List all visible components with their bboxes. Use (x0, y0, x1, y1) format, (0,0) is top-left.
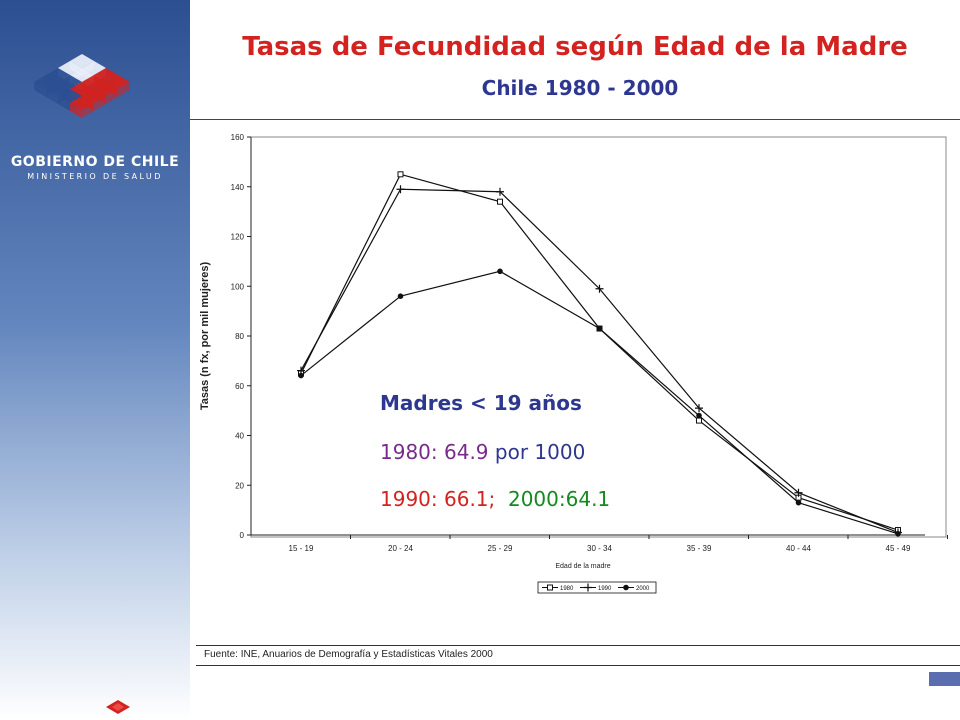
point-marker-plus (396, 185, 405, 194)
source-footer: Fuente: INE, Anuarios de Demografía y Es… (196, 645, 960, 666)
y-tick-label: 0 (240, 531, 245, 540)
y-axis-label: Tasas (n fx, por mil mujeres) (199, 261, 211, 410)
x-tick-label: 20 - 24 (388, 544, 413, 553)
x-tick-label: 35 - 39 (687, 544, 712, 553)
government-name: GOBIERNO DE CHILE (10, 154, 180, 170)
annotation-1980-unit: por 1000 (488, 440, 586, 464)
small-logo-icon (106, 700, 130, 714)
point-marker-plus (496, 187, 504, 196)
x-axis-ticks: 15 - 19 20 - 24 25 - 29 30 - 34 35 - 39 40 - … (289, 535, 948, 553)
y-axis-ticks: 0 20 40 60 80 100 120 140 160 (231, 133, 251, 540)
point-marker-dot (895, 530, 901, 537)
brand-sidebar: GOBIERNO DE CHILE MINISTERIO DE SALUD (0, 0, 190, 720)
series-line-1990 (300, 188, 899, 534)
annotation-1980-value: 1980: 64.9 (380, 440, 489, 464)
ministry-name: MINISTERIO DE SALUD (27, 172, 163, 181)
fertility-line-chart: 0 20 40 60 80 100 120 140 160 15 - 19 20 - 24 25 -… (199, 133, 948, 594)
x-tick-label: 30 - 34 (587, 544, 612, 553)
y-tick-label: 60 (235, 382, 244, 391)
gobierno-logo-icon (34, 54, 130, 118)
point-marker-square (497, 198, 503, 205)
x-axis-label: Edad de la madre (555, 563, 610, 570)
annotation-1990-value: 1990: 66.1; (380, 487, 496, 511)
chart-legend: 1980 1990 2000 (537, 581, 657, 594)
series-1990 (297, 185, 902, 537)
annotation-line-1990-2000: 1990: 66.1; 2000:64.1 (380, 487, 610, 511)
point-marker-dot (497, 268, 503, 275)
slide-subtitle: Chile 1980 - 2000 (481, 76, 679, 100)
page-tab (929, 672, 960, 686)
point-marker-plus (695, 404, 703, 413)
y-tick-label: 160 (231, 133, 245, 142)
legend-entry: 1980 (560, 586, 574, 592)
y-tick-label: 140 (231, 183, 245, 192)
logo-cube (70, 96, 94, 118)
series-line-1980 (300, 173, 899, 531)
series-1980 (298, 171, 901, 534)
legend-box (537, 581, 657, 594)
y-tick-label: 40 (235, 432, 244, 441)
point-marker-plus (584, 583, 592, 592)
legend-entry: 2000 (636, 586, 650, 592)
point-marker-dot (795, 499, 802, 506)
title-divider (190, 119, 960, 120)
annotation-2000-value: 2000:64.1 (507, 487, 611, 511)
point-marker-square (547, 584, 553, 591)
point-marker-dot (623, 584, 629, 591)
slide-title: Tasas de Fecundidad según Edad de la Mad… (242, 32, 908, 62)
logo-cube (94, 82, 118, 104)
x-tick-label: 45 - 49 (886, 544, 911, 553)
plot-frame (250, 136, 947, 538)
source-text: Fuente: INE, Anuarios de Demografía y Es… (204, 649, 493, 660)
series-2000 (298, 268, 901, 537)
legend-entry: 1990 (598, 586, 612, 592)
y-tick-label: 100 (231, 282, 245, 291)
x-tick-label: 15 - 19 (289, 544, 314, 553)
point-marker-square (397, 171, 404, 178)
annotation-line-1980: 1980: 64.9 por 1000 (380, 440, 585, 464)
y-tick-label: 80 (235, 332, 244, 341)
y-tick-label: 120 (231, 233, 245, 242)
point-marker-dot (696, 412, 702, 419)
x-tick-label: 25 - 29 (488, 544, 513, 553)
annotation-heading: Madres < 19 años (380, 391, 582, 415)
point-marker-dot (397, 293, 404, 299)
y-tick-label: 20 (235, 481, 244, 490)
point-marker-dot (298, 372, 304, 379)
point-marker-dot (596, 325, 603, 332)
point-marker-square (696, 417, 702, 424)
point-marker-plus (595, 284, 604, 293)
x-tick-label: 40 - 44 (786, 544, 811, 553)
point-marker-plus (794, 488, 803, 497)
series-layer (297, 171, 902, 537)
